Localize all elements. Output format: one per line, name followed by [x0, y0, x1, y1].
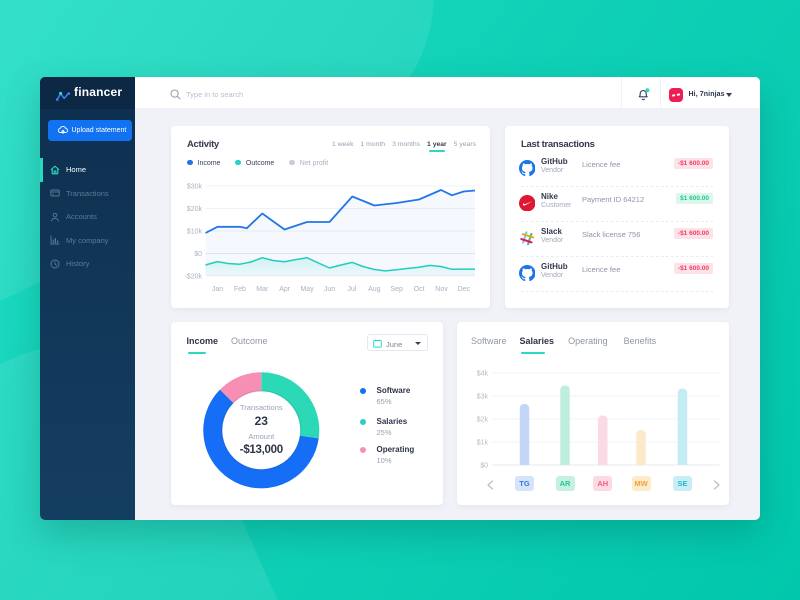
svg-text:Apr: Apr	[279, 286, 291, 293]
svg-text:Jul: Jul	[347, 286, 356, 293]
svg-text:-$20k: -$20k	[184, 274, 202, 281]
svg-text:$10k: $10k	[187, 229, 203, 236]
svg-text:$4k: $4k	[477, 371, 489, 378]
svg-text:Mar: Mar	[256, 286, 269, 293]
svg-text:Jun: Jun	[324, 286, 335, 293]
svg-text:Dec: Dec	[458, 286, 471, 293]
svg-text:$0: $0	[194, 251, 202, 258]
svg-text:Jan: Jan	[212, 286, 223, 293]
svg-text:May: May	[300, 286, 314, 293]
svg-text:$30k: $30k	[187, 184, 203, 191]
svg-text:Aug: Aug	[368, 286, 381, 293]
svg-text:$1k: $1k	[477, 440, 489, 447]
svg-text:$3k: $3k	[477, 394, 489, 401]
svg-text:Feb: Feb	[234, 286, 246, 293]
svg-text:$20k: $20k	[187, 206, 203, 213]
svg-text:Oct: Oct	[414, 286, 425, 293]
svg-text:Nov: Nov	[435, 286, 448, 293]
svg-text:$0: $0	[480, 463, 488, 470]
svg-text:$2k: $2k	[477, 417, 489, 424]
svg-text:Sep: Sep	[390, 286, 403, 293]
